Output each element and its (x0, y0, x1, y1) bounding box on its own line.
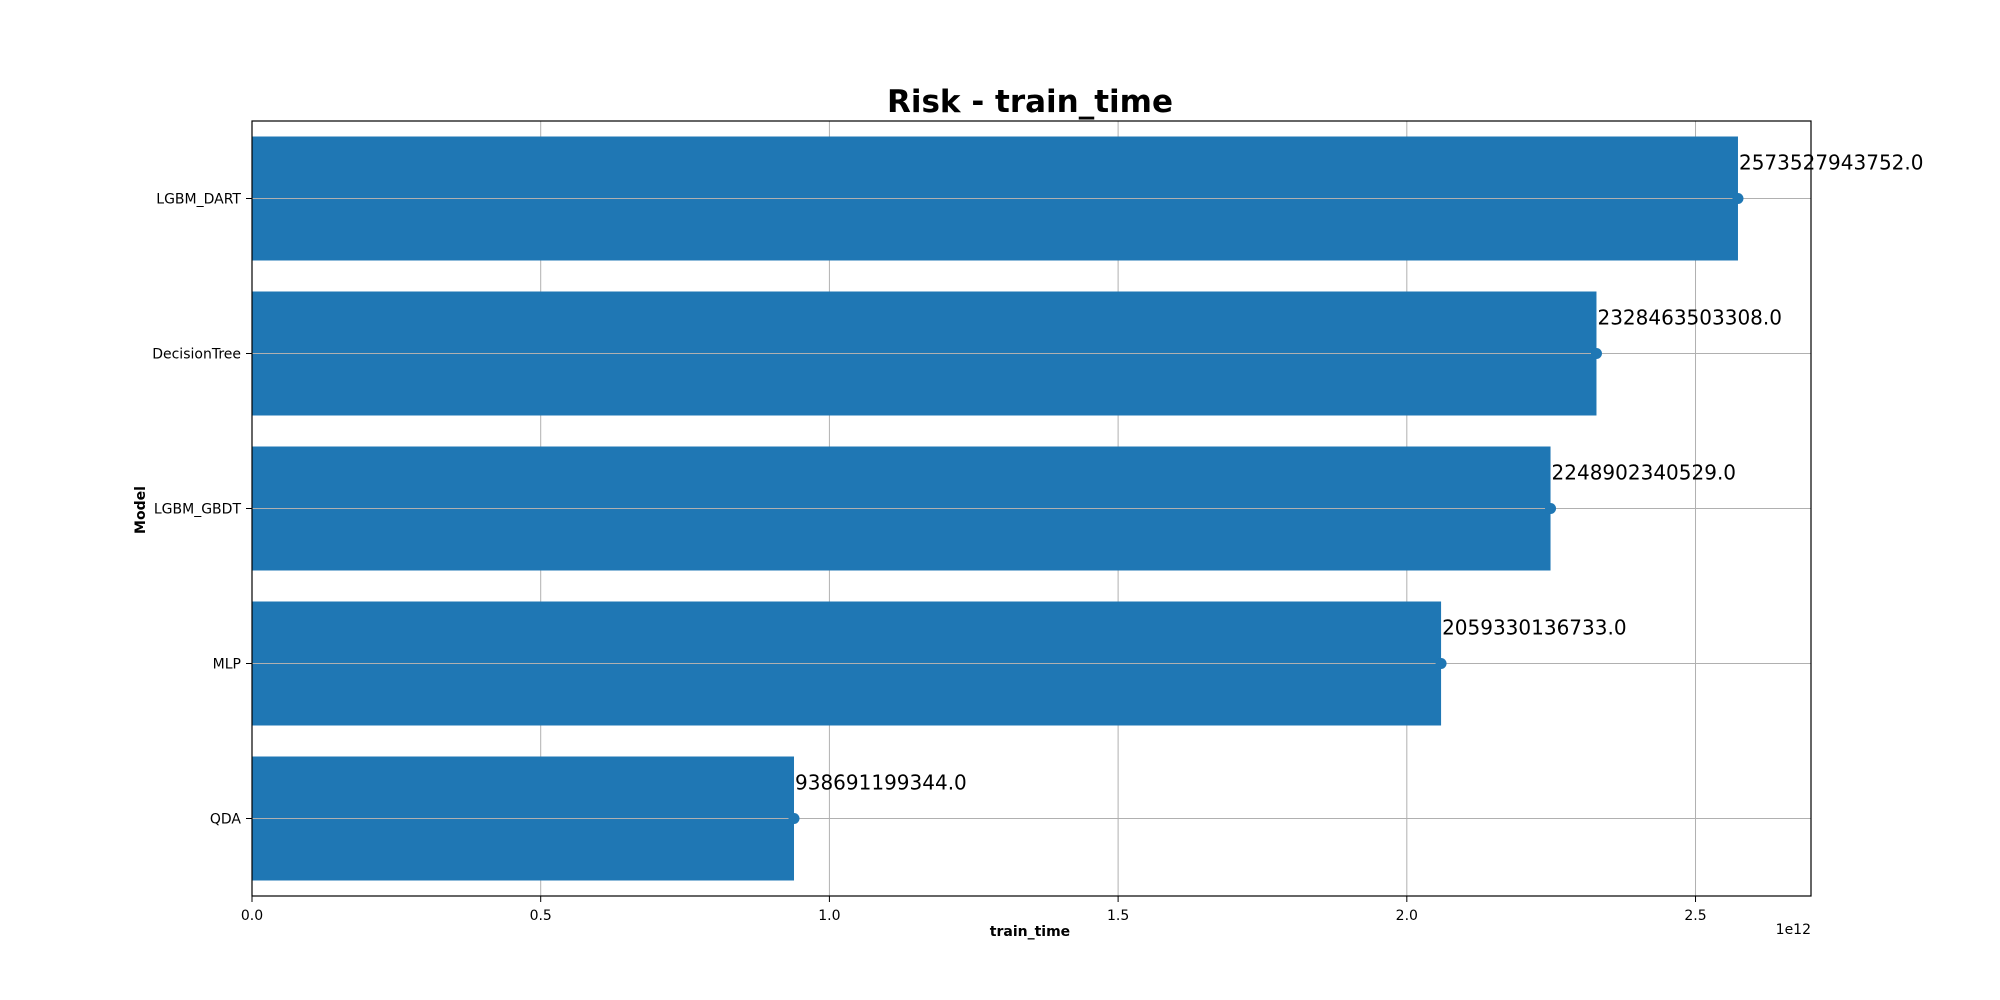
value-marker (1732, 193, 1744, 204)
x-axis-label: train_time (990, 924, 1070, 940)
x-tick-label: 2.0 (1396, 908, 1418, 924)
y-tick-label: LGBM_GBDT (154, 502, 242, 518)
value-marker (788, 813, 800, 824)
value-marker (1590, 348, 1602, 359)
x-tick-labels: 0.0 0.5 1.0 1.5 2.0 2.5 (241, 896, 1707, 924)
x-tick-label: 1.5 (1107, 908, 1129, 924)
value-label: 2248902340529.0 (1552, 461, 1737, 485)
y-tick-label: DecisionTree (152, 347, 241, 363)
x-offset-label: 1e12 (1776, 922, 1811, 938)
value-label: 2573527943752.0 (1739, 151, 1924, 175)
value-label: 938691199344.0 (795, 771, 967, 795)
x-tick-label: 1.0 (818, 908, 840, 924)
chart-title: Risk - train_time (887, 84, 1173, 120)
y-tick-label: MLP (213, 657, 241, 673)
x-tick-label: 0.5 (530, 908, 552, 924)
y-tick-label: LGBM_DART (156, 192, 241, 208)
y-tick-label: QDA (210, 812, 242, 828)
value-label: 2059330136733.0 (1442, 616, 1627, 640)
y-tick-labels: LGBM_DART DecisionTree LGBM_GBDT MLP QDA (152, 192, 252, 828)
markers (252, 193, 1811, 824)
value-marker (1545, 503, 1557, 514)
value-marker (1435, 658, 1447, 669)
data-labels: 2573527943752.0 2328463503308.0 2248902340… (795, 151, 1923, 795)
value-label: 2328463503308.0 (1597, 306, 1782, 330)
x-tick-label: 0.0 (241, 908, 263, 924)
x-tick-label: 2.5 (1684, 908, 1706, 924)
y-axis-label: Model (133, 486, 149, 534)
